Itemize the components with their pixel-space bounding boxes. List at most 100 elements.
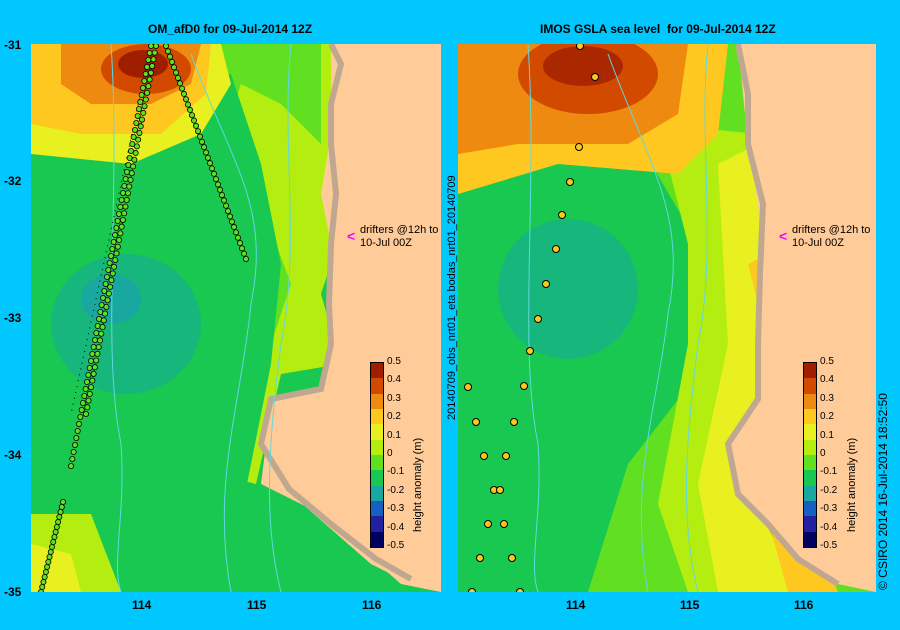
drifter-point <box>168 58 175 65</box>
colorbar-swatch <box>804 424 816 440</box>
colorbar-tick: 0.1 <box>387 429 401 441</box>
drifter-point <box>38 589 44 592</box>
drifter-point <box>236 240 243 247</box>
left-colorbar-label: height anomaly (m) <box>412 437 424 532</box>
drifter-point <box>99 324 106 331</box>
drifter-point <box>208 165 215 172</box>
drifter-point <box>59 498 66 505</box>
drifter-point <box>94 350 101 357</box>
drifter-point <box>166 53 173 60</box>
left-drifter-note: drifters @12h to 10-Jul 00Z <box>360 224 439 249</box>
drifter-point <box>136 106 143 113</box>
drifter-point <box>107 283 114 290</box>
drifter-point <box>140 85 147 92</box>
drifter-point <box>112 257 119 264</box>
drifter-point <box>94 322 101 329</box>
right-arrow-icon: < <box>779 228 788 244</box>
drifter-point <box>176 80 183 87</box>
colorbar-tick: 0 <box>387 448 393 459</box>
drifter-point <box>153 44 159 49</box>
colorbar-swatch <box>804 393 816 409</box>
drifter-point <box>242 255 249 262</box>
drifter-point <box>129 141 136 148</box>
drifter-point <box>128 170 135 177</box>
drifter-point <box>222 202 229 209</box>
drifter-point <box>86 390 93 397</box>
drifter-point <box>68 462 75 469</box>
colorbar-swatch <box>371 408 383 425</box>
colorbar-tick: -0.2 <box>820 484 838 496</box>
drifter-point <box>121 210 128 217</box>
drifter-point <box>174 74 181 81</box>
drifter-point <box>84 378 91 385</box>
colorbar-swatch <box>804 500 816 517</box>
drifter-point <box>218 192 225 199</box>
drifter-point <box>172 69 179 76</box>
drifter-point <box>82 385 89 392</box>
drifter-point <box>97 337 104 344</box>
drifter-point <box>52 528 59 535</box>
lon-tick: 116 <box>794 598 814 612</box>
drifter-point <box>114 243 121 250</box>
drifter-point <box>234 234 241 241</box>
colorbar-swatch <box>804 378 816 394</box>
lat-tick: -34 <box>4 448 22 462</box>
drifter-point <box>45 559 52 566</box>
left-drifter-tracks <box>38 44 249 592</box>
colorbar-tick: -0.5 <box>820 540 838 551</box>
right-map-field <box>458 44 876 592</box>
lat-tick: -31 <box>4 38 22 52</box>
drifter-point <box>206 160 213 167</box>
drifter-point <box>100 317 107 324</box>
right-colorbar <box>803 362 817 548</box>
drifter-point <box>139 116 146 123</box>
drifter-point <box>113 224 120 231</box>
drifter-point <box>204 154 211 161</box>
drifter-point <box>108 252 115 259</box>
colorbar-tick: -0.5 <box>387 540 405 551</box>
drifter-point <box>147 69 154 76</box>
drifter-point <box>145 56 152 63</box>
colorbar-tick: 0.2 <box>387 411 401 423</box>
drifter-point <box>146 76 153 83</box>
drifter-point <box>93 329 100 336</box>
colorbar-swatch <box>371 470 383 486</box>
drifter-point <box>112 231 119 238</box>
colorbar-swatch <box>371 531 383 547</box>
drifter-point <box>192 122 199 129</box>
right-side-label: 20140709_obs_nrt01_eta bodas_nrt01_20140… <box>446 175 458 420</box>
drifter-point <box>240 250 247 257</box>
drifter-point <box>103 303 110 310</box>
drifter-point <box>126 183 133 190</box>
drifter-point <box>138 92 145 99</box>
colorbar-swatch <box>804 408 816 425</box>
drifter-point <box>116 237 123 244</box>
drifter-point <box>96 315 103 322</box>
drifter-point <box>144 63 151 70</box>
drifter-point <box>146 50 153 56</box>
drifter-point <box>226 213 233 220</box>
drifter-point <box>131 156 138 163</box>
drifter-point <box>216 186 223 193</box>
drifter-point <box>118 196 125 203</box>
colorbar-swatch <box>804 470 816 486</box>
colorbar-tick: -0.3 <box>387 503 405 515</box>
drifter-point <box>77 413 84 420</box>
drifter-point <box>83 410 90 417</box>
drifter-point <box>47 548 54 555</box>
drifter-point <box>114 217 121 224</box>
left-map-field <box>31 44 441 592</box>
colorbar-swatch <box>371 500 383 517</box>
drifter-point <box>98 330 105 337</box>
lat-tick: -35 <box>4 585 22 599</box>
drifter-point <box>214 181 221 188</box>
colorbar-swatch <box>371 393 383 409</box>
colorbar-swatch <box>371 439 383 455</box>
lon-tick: 114 <box>132 598 152 612</box>
drifter-point <box>142 70 149 77</box>
drifter-point <box>117 230 124 237</box>
colorbar-swatch <box>371 378 383 394</box>
drifter-point <box>188 112 195 119</box>
left-map <box>31 44 441 592</box>
drifter-point <box>186 106 193 113</box>
